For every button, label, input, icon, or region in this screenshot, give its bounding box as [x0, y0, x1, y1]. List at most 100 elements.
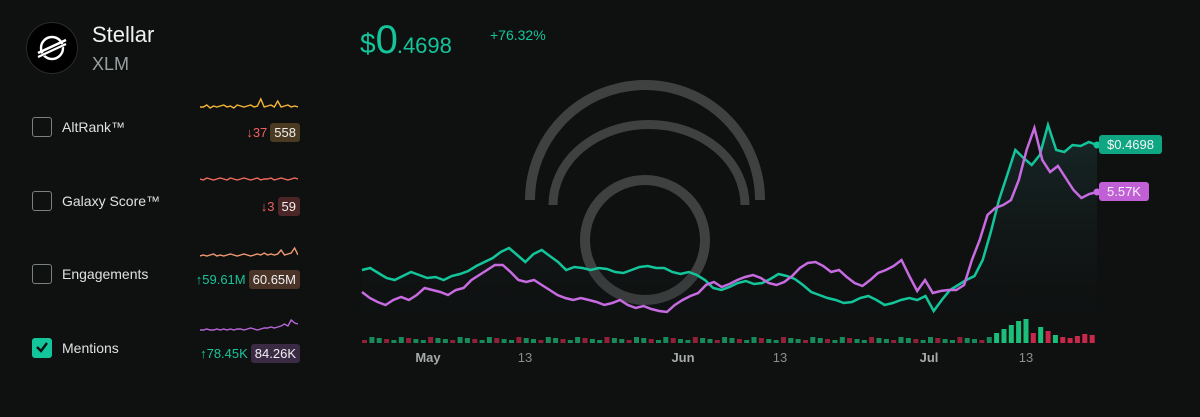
volume-bar — [1008, 325, 1014, 343]
volume-bar — [758, 338, 764, 343]
volume-bar — [531, 339, 536, 343]
volume-bar — [920, 340, 926, 343]
volume-bar — [641, 338, 647, 343]
volume-bar — [369, 337, 375, 343]
volume-bar — [494, 338, 500, 343]
volume-bar — [486, 337, 492, 343]
metric-label: Galaxy Score™ — [62, 193, 161, 209]
volume-bar — [553, 338, 559, 343]
metric-value-badge: 558 — [270, 123, 300, 142]
volume-bar — [979, 340, 985, 343]
volume-bar — [810, 337, 816, 343]
asset-header: Stellar XLM — [26, 22, 154, 76]
volume-bar — [1082, 334, 1088, 343]
current-price: $ 0 .4698 — [360, 18, 452, 63]
check-icon — [36, 342, 48, 353]
volume-bar — [744, 340, 750, 343]
metric-value-badge: 84.26K — [250, 344, 300, 363]
metric-change: ↑78.45K 84.26K — [200, 344, 300, 363]
price-fraction: .4698 — [396, 33, 452, 58]
volume-bar — [928, 337, 933, 343]
metric-label: Mentions — [62, 340, 119, 356]
volume-bar — [362, 340, 367, 343]
volume-bar — [428, 337, 434, 343]
volume-bar — [670, 338, 676, 343]
volume-bar — [905, 338, 911, 343]
volume-bar — [839, 337, 845, 343]
metric-label: Engagements — [62, 266, 149, 282]
volume-bar — [1067, 338, 1073, 343]
volume-bar — [1023, 319, 1029, 343]
volume-bar — [935, 338, 941, 343]
volume-bar — [678, 339, 683, 343]
metric-sparkline — [200, 318, 298, 331]
volume-bar — [391, 340, 397, 343]
metric-row-mentions[interactable]: Mentions ↑78.45K 84.26K — [32, 318, 312, 398]
volume-bar — [501, 339, 507, 343]
volume-bar — [457, 337, 463, 343]
x-axis-tick-label: 13 — [1019, 350, 1033, 365]
volume-bar — [538, 340, 544, 343]
metric-sparkline — [200, 177, 298, 181]
metric-change-value: ↑78.45K — [200, 346, 248, 361]
volume-bar — [509, 340, 514, 343]
volume-bar — [964, 338, 970, 343]
volume-bar — [861, 340, 867, 343]
volume-bar — [950, 340, 955, 343]
metric-checkbox[interactable] — [32, 191, 52, 211]
volume-bar — [986, 337, 992, 343]
volume-bar — [589, 339, 595, 343]
volume-bar — [729, 338, 735, 343]
volume-bar — [604, 337, 610, 343]
metric-checkbox[interactable] — [32, 338, 52, 358]
volume-bar — [420, 340, 426, 343]
metric-row-engagements[interactable]: Engagements ↑59.61M 60.65M — [32, 246, 312, 324]
price-whole: 0 — [375, 18, 398, 62]
volume-bar — [545, 337, 551, 343]
volume-bar — [450, 340, 456, 343]
metric-row-galaxy-score[interactable]: Galaxy Score™ ↓3 59 — [32, 177, 312, 251]
volume-bar — [751, 337, 757, 343]
volume-bar — [479, 340, 485, 343]
asset-symbol: XLM — [92, 54, 130, 74]
x-axis: May 13 Jun 13 Jul 13 — [415, 350, 1033, 365]
volume-bar — [567, 340, 573, 343]
volume-bar — [413, 339, 419, 343]
metric-sparkline — [200, 97, 298, 109]
price-tag: $0.4698 — [1099, 135, 1162, 154]
volume-bar — [722, 337, 728, 343]
metric-value-badge: 60.65M — [248, 270, 300, 289]
x-axis-tick-label: Jul — [920, 350, 939, 365]
volume-bar — [898, 337, 904, 343]
price-currency: $ — [360, 28, 376, 59]
price-change: +76.32% — [490, 27, 546, 43]
volume-bar — [611, 338, 617, 343]
volume-bar — [869, 337, 875, 343]
volume-bar — [472, 339, 478, 343]
metric-checkbox[interactable] — [32, 264, 52, 284]
volume-bar — [626, 340, 632, 343]
volume-bar — [619, 339, 625, 343]
volume-bar — [575, 337, 581, 343]
volume-bar — [972, 339, 977, 343]
volume-bar — [582, 338, 588, 343]
metric-change-value: ↓3 — [260, 199, 275, 214]
metric-checkbox[interactable] — [32, 117, 52, 137]
metric-row-altrank[interactable]: AltRank™ ↓37 558 — [32, 97, 312, 177]
volume-bar — [913, 339, 919, 343]
volume-bar — [994, 333, 1000, 343]
price-series-line — [361, 120, 1098, 314]
volume-bar — [788, 338, 794, 343]
volume-bar — [847, 338, 853, 343]
x-axis-tick-label: 13 — [518, 350, 532, 365]
mentions-series-line — [361, 123, 1098, 314]
volume-bar — [766, 339, 772, 343]
volume-bar — [854, 339, 860, 343]
volume-bar — [795, 339, 801, 343]
volume-bar — [1001, 329, 1007, 343]
volume-bar — [597, 340, 603, 343]
volume-bar — [1030, 333, 1036, 343]
volume-bar — [398, 337, 404, 343]
volume-bar — [634, 337, 639, 343]
